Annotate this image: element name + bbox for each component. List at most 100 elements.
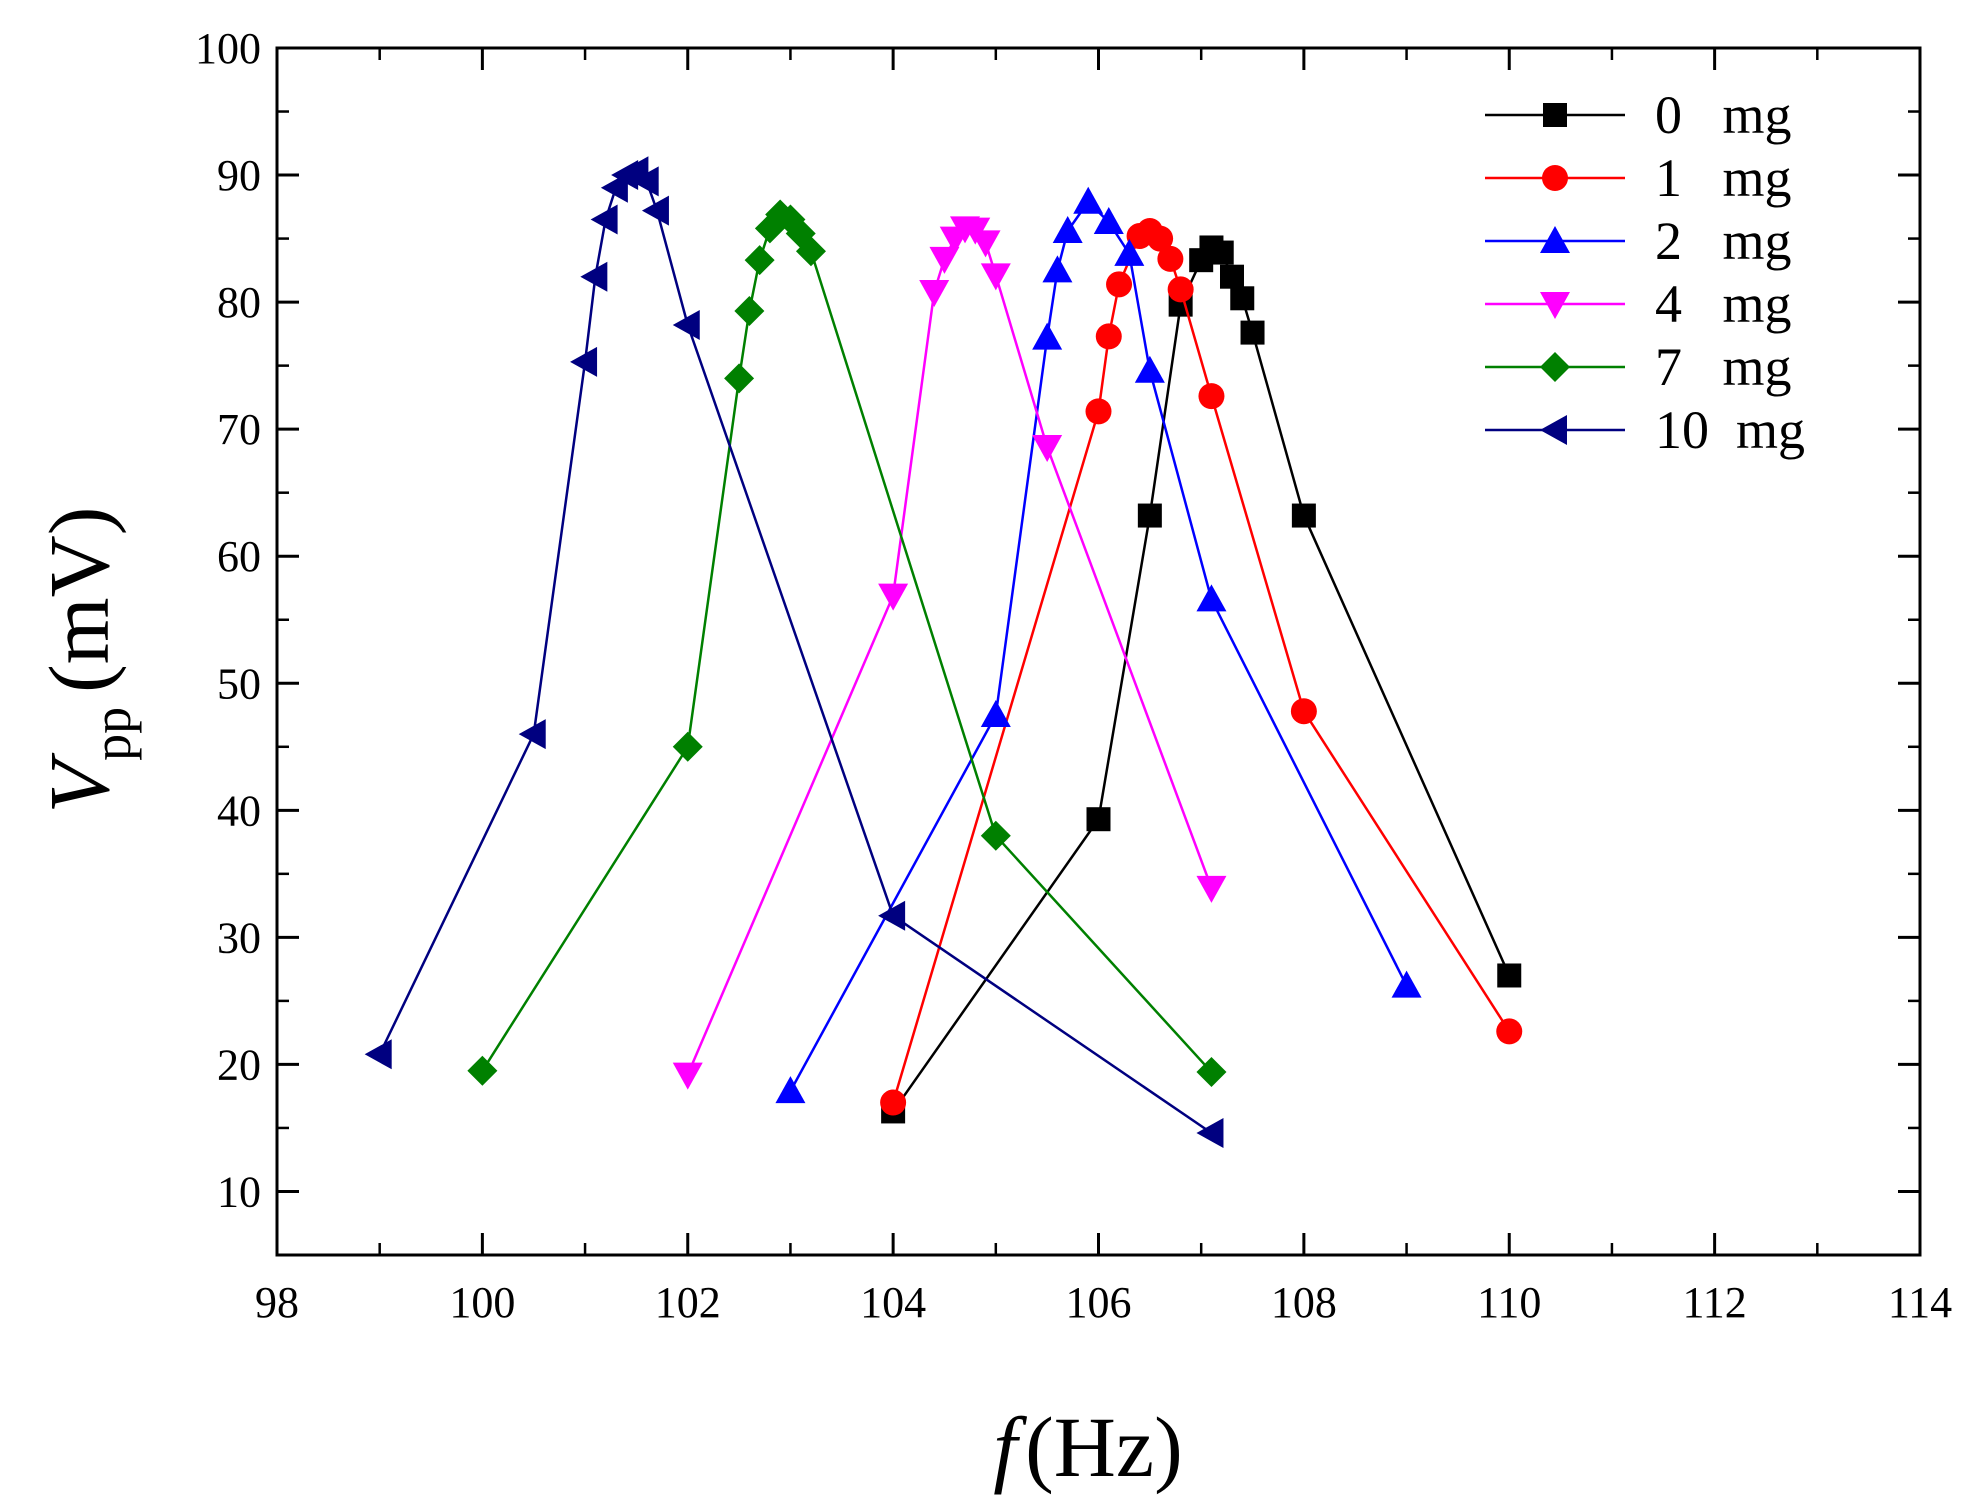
data-point [1147, 225, 1174, 252]
legend-item-1: 1 mg [1485, 148, 1792, 208]
series-layer [364, 156, 1523, 1149]
data-point [724, 363, 755, 394]
data-point [1291, 503, 1316, 528]
series-3 [672, 216, 1227, 1090]
x-tick-label: 100 [449, 1278, 515, 1327]
series-1 [880, 217, 1523, 1116]
data-point [1290, 698, 1317, 725]
data-point [1085, 398, 1112, 425]
series-0 [881, 235, 1522, 1124]
legend-marker [1540, 352, 1570, 382]
y-axis-unit: (mV) [31, 507, 127, 693]
x-tick-label: 104 [860, 1278, 926, 1327]
data-point [641, 195, 669, 226]
data-point [1157, 245, 1184, 272]
data-point [1219, 264, 1244, 289]
data-point [1073, 186, 1104, 214]
y-tick-label: 20 [217, 1040, 261, 1089]
series-line [686, 227, 1213, 1076]
data-point [919, 279, 950, 307]
legend-item-5: 10 mg [1485, 400, 1805, 460]
data-point [467, 1055, 498, 1086]
series-line [892, 245, 1511, 1113]
data-point [1042, 255, 1073, 283]
legend-item-4: 7 mg [1485, 337, 1792, 397]
data-point [1230, 286, 1255, 311]
data-point [631, 166, 659, 197]
data-point [980, 263, 1011, 291]
y-axis-symbol: V [31, 752, 127, 813]
legend-label: 10 mg [1655, 400, 1805, 460]
data-point [1167, 276, 1194, 303]
y-tick-label: 80 [217, 278, 261, 327]
x-tick-label: 114 [1888, 1278, 1952, 1327]
x-axis-unit: (Hz) [1025, 1399, 1183, 1495]
x-tick-label: 108 [1271, 1278, 1337, 1327]
x-tick-label: 98 [255, 1278, 299, 1327]
data-point [580, 261, 608, 292]
legend-label: 0 mg [1655, 85, 1792, 145]
legend-item-2: 2 mg [1485, 211, 1792, 271]
legend-marker [1542, 165, 1568, 191]
data-point [1032, 434, 1063, 462]
data-point [734, 295, 765, 326]
data-point [672, 1062, 703, 1090]
data-point [1496, 1018, 1523, 1045]
data-point [1137, 503, 1162, 528]
legend-label: 4 mg [1655, 274, 1792, 334]
y-tick-label: 100 [195, 24, 261, 73]
data-point [1196, 1118, 1224, 1149]
legend-marker [1540, 226, 1570, 253]
legend-marker [1540, 292, 1570, 319]
axis-titles: f(Hz) Vpp (mV) [31, 507, 1183, 1495]
data-point [880, 1089, 907, 1116]
data-point [929, 246, 960, 274]
y-tick-label: 30 [217, 913, 261, 962]
data-point [1196, 1057, 1227, 1088]
x-axis-symbol: f [993, 1399, 1027, 1495]
data-point [775, 1076, 806, 1104]
data-point [1134, 355, 1165, 383]
data-point [570, 346, 598, 377]
data-point [1095, 323, 1122, 350]
x-tick-label: 102 [655, 1278, 721, 1327]
data-point [1032, 322, 1063, 350]
series-line [378, 169, 1213, 1135]
y-tick-label: 10 [217, 1167, 261, 1216]
data-point [1240, 320, 1265, 345]
legend-label: 2 mg [1655, 211, 1792, 271]
data-point [1052, 215, 1083, 243]
y-tick-label: 60 [217, 532, 261, 581]
data-point [744, 245, 775, 276]
x-tick-label: 110 [1477, 1278, 1541, 1327]
series-2 [775, 186, 1422, 1104]
y-tick-label: 40 [217, 786, 261, 835]
series-5 [364, 156, 1224, 1149]
x-tick-label: 106 [1066, 1278, 1132, 1327]
y-axis-subscript: pp [82, 707, 142, 761]
data-point [980, 820, 1011, 851]
data-point [1114, 238, 1145, 266]
data-point [672, 731, 703, 762]
data-point [672, 309, 700, 340]
series-4 [467, 199, 1227, 1088]
data-point [590, 204, 618, 235]
data-point [1093, 207, 1124, 235]
x-axis-title: f(Hz) [993, 1399, 1182, 1495]
data-point [1196, 875, 1227, 903]
legend-item-3: 4 mg [1485, 274, 1792, 334]
axes-layer: 98 100 102 104 106 108 110 112 114 10 20 30 40 50 60 70… [195, 24, 1952, 1327]
y-axis-title: Vpp (mV) [31, 507, 142, 814]
legend-marker [1540, 415, 1567, 445]
legend-marker [1543, 103, 1567, 127]
legend-label: 7 mg [1655, 337, 1792, 397]
y-tick-label: 70 [217, 405, 261, 454]
data-point [1391, 970, 1422, 998]
data-point [1497, 963, 1522, 988]
y-tick-label: 50 [217, 659, 261, 708]
data-point [878, 900, 906, 931]
data-point [878, 583, 909, 611]
data-point [1086, 807, 1111, 832]
